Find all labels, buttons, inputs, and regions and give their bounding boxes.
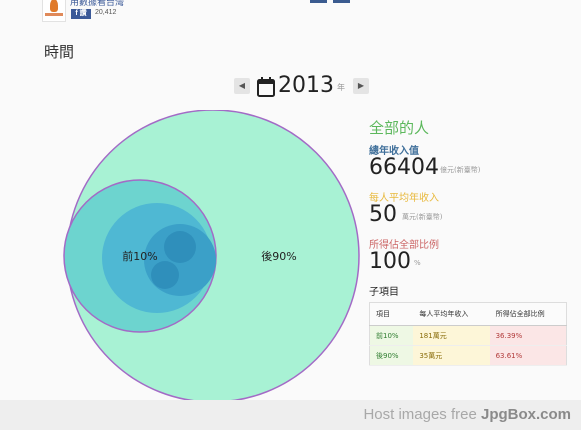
income-share-value: 100 — [369, 249, 411, 274]
total-income-unit: 億元(新臺幣) — [440, 166, 481, 174]
total-income-label: 總年收入值 — [369, 146, 419, 157]
sub-items-label: 子項目 — [369, 287, 399, 298]
cell-average-income: 181萬元 — [413, 325, 490, 346]
year-unit: 年 — [337, 83, 345, 92]
column-header-average-income: 每人平均年收入 — [413, 302, 490, 326]
cell-income-share: 36.39% — [489, 325, 567, 346]
total-income-value: 66404 — [369, 155, 439, 180]
cell-item: 後90% — [369, 345, 414, 366]
average-income-label: 每人平均年收入 — [369, 193, 439, 204]
bubble-label-top-10: 前10% — [122, 249, 157, 263]
site-logo[interactable] — [42, 0, 66, 22]
footer-bar — [0, 400, 581, 430]
sub-items-table: 項目 每人平均年收入 所得佔全部比例 前10% 181萬元 36.39% 後90… — [369, 302, 567, 366]
calendar-icon — [257, 77, 275, 97]
previous-year-button[interactable]: ◀ — [234, 78, 250, 94]
table-row[interactable]: 前10% 181萬元 36.39% — [369, 325, 567, 346]
average-income-value: 50 — [369, 202, 397, 227]
table-header-row: 項目 每人平均年收入 所得佔全部比例 — [369, 302, 567, 326]
cell-average-income: 35萬元 — [413, 345, 490, 366]
facebook-like-count: 20,412 — [95, 9, 117, 16]
income-bubble-chart: 前10% 後90% — [63, 110, 360, 403]
bubble-label-bottom-90: 後90% — [261, 249, 296, 263]
logo-mark-icon — [50, 0, 58, 12]
section-title: 時間 — [44, 43, 75, 61]
facebook-like-button[interactable]: f 讚 — [71, 9, 91, 19]
column-header-item: 項目 — [369, 302, 414, 326]
site-name[interactable]: 用數據看台灣 — [70, 0, 125, 8]
income-share-unit: % — [414, 259, 421, 267]
cell-income-share: 63.61% — [489, 345, 567, 366]
panel-title: 全部的人 — [369, 119, 430, 137]
column-header-income-share: 所得佔全部比例 — [489, 302, 567, 326]
watermark-text: Host images free JpgBox.com — [363, 406, 571, 423]
nav-button-1[interactable] — [310, 0, 327, 3]
average-income-unit: 萬元(新臺幣) — [402, 213, 443, 221]
next-year-button[interactable]: ▶ — [353, 78, 369, 94]
page-body: 用數據看台灣 f 讚 20,412 時間 ◀ 2013 年 ▶ 前10% 後90… — [42, 0, 567, 403]
nav-button-2[interactable] — [333, 0, 350, 3]
table-row[interactable]: 後90% 35萬元 63.61% — [369, 345, 567, 366]
cell-item: 前10% — [369, 325, 414, 346]
bubble-top-10-dot — [151, 261, 179, 289]
income-share-label: 所得佔全部比例 — [369, 240, 439, 251]
year-value: 2013 — [278, 73, 334, 98]
bubble-top-10-dot — [164, 231, 196, 263]
